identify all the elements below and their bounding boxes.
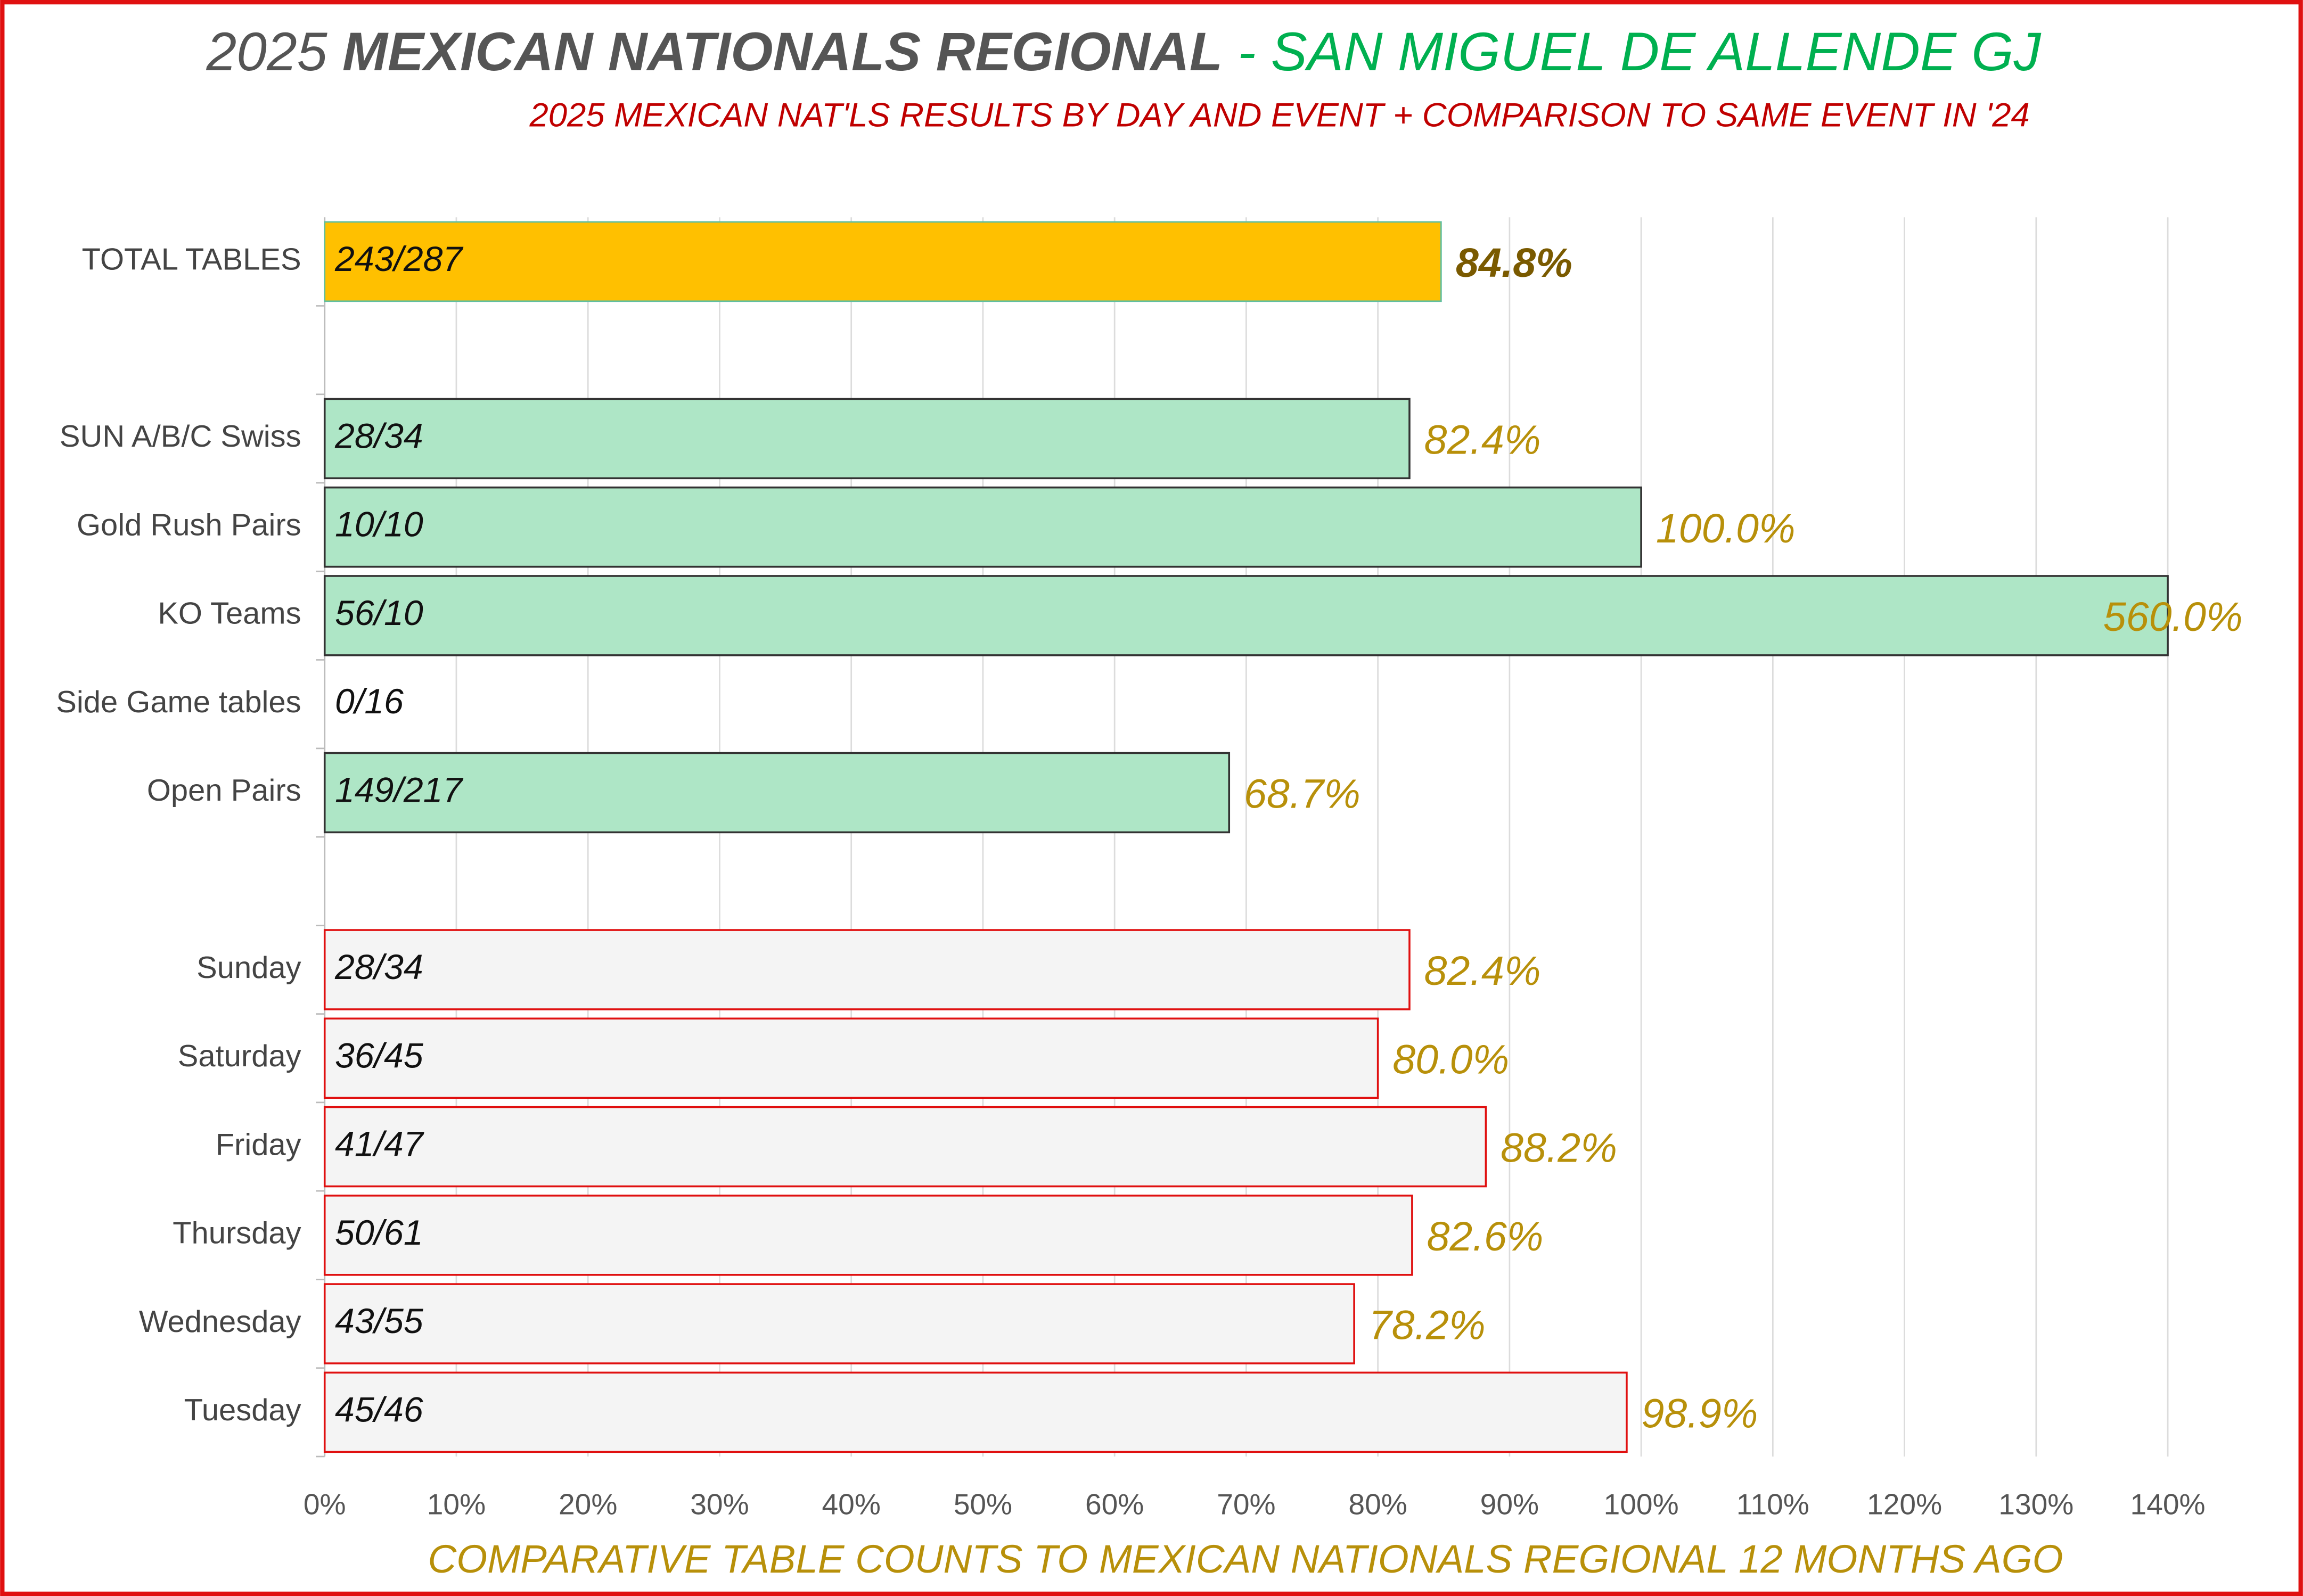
y-tick-label: TOTAL TABLES bbox=[82, 243, 301, 277]
x-tick-label: 50% bbox=[954, 1487, 1012, 1520]
bar bbox=[323, 398, 1411, 480]
value-label: 98.9% bbox=[1641, 1391, 1758, 1437]
x-tick-label: 60% bbox=[1085, 1487, 1144, 1520]
x-tick-label: 120% bbox=[1867, 1487, 1942, 1520]
y-tick-label: Sunday bbox=[196, 951, 301, 985]
y-tick-label: Side Game tables bbox=[56, 685, 301, 719]
x-tick-label: 40% bbox=[822, 1487, 880, 1520]
value-label: 560.0% bbox=[2103, 594, 2243, 640]
bar bbox=[323, 486, 1642, 568]
value-label: 84.8% bbox=[1456, 240, 1572, 286]
value-label: 82.6% bbox=[1427, 1214, 1543, 1260]
count-label: 56/10 bbox=[335, 594, 423, 633]
y-tick-label: Thursday bbox=[173, 1216, 301, 1251]
value-label: 82.4% bbox=[1424, 948, 1541, 994]
count-label: 243/287 bbox=[334, 240, 463, 279]
count-label: 0/16 bbox=[335, 682, 404, 721]
bar bbox=[323, 1195, 1413, 1276]
subtitle: 2025 MEXICAN NAT'LS RESULTS BY DAY AND E… bbox=[529, 96, 2029, 134]
x-tick-label: 20% bbox=[559, 1487, 617, 1520]
count-label: 36/45 bbox=[335, 1036, 423, 1075]
title-part: 2025 bbox=[206, 21, 342, 82]
x-tick-label: 30% bbox=[690, 1487, 749, 1520]
bar bbox=[323, 752, 1231, 834]
count-label: 28/34 bbox=[334, 416, 423, 456]
count-label: 28/34 bbox=[334, 948, 423, 987]
value-label: 78.2% bbox=[1369, 1302, 1486, 1348]
value-label: 100.0% bbox=[1656, 506, 1796, 552]
y-tick-label: Wednesday bbox=[139, 1305, 301, 1339]
bar bbox=[323, 929, 1411, 1010]
bar bbox=[323, 1283, 1355, 1364]
x-tick-label: 10% bbox=[427, 1487, 486, 1520]
count-label: 41/47 bbox=[335, 1125, 424, 1164]
count-label: 10/10 bbox=[335, 505, 423, 545]
value-label: 88.2% bbox=[1501, 1125, 1617, 1171]
x-tick-label: 100% bbox=[1604, 1487, 1679, 1520]
count-label: 45/46 bbox=[335, 1390, 423, 1429]
y-tick-label: Tuesday bbox=[184, 1393, 301, 1427]
value-label: 68.7% bbox=[1244, 771, 1361, 817]
y-tick-label: Saturday bbox=[178, 1039, 301, 1073]
bar bbox=[324, 221, 1442, 302]
title-part: MEXICAN NATIONALS REGIONAL bbox=[342, 21, 1223, 82]
value-label: 80.0% bbox=[1392, 1036, 1509, 1082]
bar bbox=[323, 1371, 1628, 1453]
bar bbox=[323, 575, 2169, 656]
chart-title: 2025 MEXICAN NATIONALS REGIONAL - SAN MI… bbox=[206, 21, 2042, 82]
value-label: 82.4% bbox=[1424, 417, 1541, 463]
y-tick-label: KO Teams bbox=[158, 597, 301, 631]
count-label: 149/217 bbox=[335, 770, 463, 810]
x-tick-label: 90% bbox=[1480, 1487, 1539, 1520]
x-tick-label: 110% bbox=[1736, 1487, 1809, 1520]
x-tick-label: 130% bbox=[1998, 1487, 2073, 1520]
y-tick-label: Open Pairs bbox=[147, 774, 301, 808]
count-label: 43/55 bbox=[335, 1302, 423, 1341]
count-label: 50/61 bbox=[335, 1213, 423, 1253]
y-tick-label: Friday bbox=[216, 1128, 301, 1162]
title-part: - SAN MIGUEL DE ALLENDE GJ bbox=[1223, 21, 2042, 82]
x-axis-label: COMPARATIVE TABLE COUNTS TO MEXICAN NATI… bbox=[428, 1537, 2063, 1581]
bar bbox=[323, 1106, 1487, 1188]
x-tick-label: 0% bbox=[304, 1487, 346, 1520]
y-tick-label: Gold Rush Pairs bbox=[77, 508, 301, 542]
x-tick-label: 80% bbox=[1348, 1487, 1407, 1520]
x-tick-label: 140% bbox=[2130, 1487, 2206, 1520]
x-tick-label: 70% bbox=[1217, 1487, 1275, 1520]
bar bbox=[323, 1017, 1379, 1099]
y-tick-label: SUN A/B/C Swiss bbox=[60, 419, 301, 454]
